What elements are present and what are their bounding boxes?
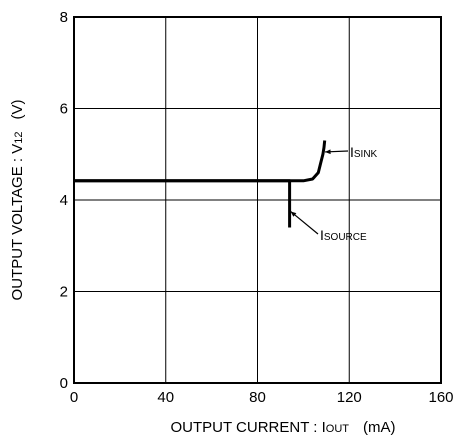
x-tick-label: 80 (249, 389, 266, 406)
x-tick-label: 120 (337, 389, 362, 406)
x-tick-label: 160 (428, 389, 453, 406)
series-line-sink (74, 140, 327, 183)
x-axis-title-unit: (mA) (363, 419, 396, 436)
x-tick-label: 40 (157, 389, 174, 406)
annotation-label: ISOURCE (320, 227, 367, 243)
y-tick-labels: 0 2 4 6 8 (60, 9, 68, 392)
y-axis-title: OUTPUT VOLTAGE : V12 (V) (9, 100, 26, 301)
grid-lines (74, 17, 441, 383)
x-tick-labels: 0 40 80 120 160 (70, 389, 454, 406)
plot-frame (73, 16, 442, 384)
annotation-label: ISINK (350, 144, 378, 160)
annotation-arrowhead (290, 211, 297, 217)
x-axis-title-sub: OUT (326, 423, 350, 435)
series-line-source (74, 179, 292, 228)
y-tick-label: 8 (60, 9, 68, 26)
x-axis-title-main: OUTPUT CURRENT : I (170, 419, 325, 436)
x-tick-label: 0 (70, 389, 78, 406)
x-axis-title: OUTPUT CURRENT : IOUT (mA) (170, 419, 395, 436)
y-tick-label: 4 (60, 192, 68, 209)
annotation-label-main: I (350, 144, 354, 160)
y-axis-title-sub: 12 (13, 132, 25, 144)
y-tick-label: 2 (60, 284, 68, 301)
series-layer (74, 140, 327, 228)
annotation-leader (290, 210, 319, 235)
y-axis-title-main: OUTPUT VOLTAGE : V (9, 144, 26, 301)
annotation-label-main: I (320, 227, 324, 243)
annotation-arrowhead (325, 149, 331, 155)
y-axis-title-unit: (V) (9, 100, 26, 120)
y-tick-label: 6 (60, 101, 68, 118)
annotation-label-sub: SOURCE (324, 232, 367, 243)
annotation-label-sub: SINK (354, 149, 378, 160)
y-tick-label: 0 (60, 375, 68, 392)
